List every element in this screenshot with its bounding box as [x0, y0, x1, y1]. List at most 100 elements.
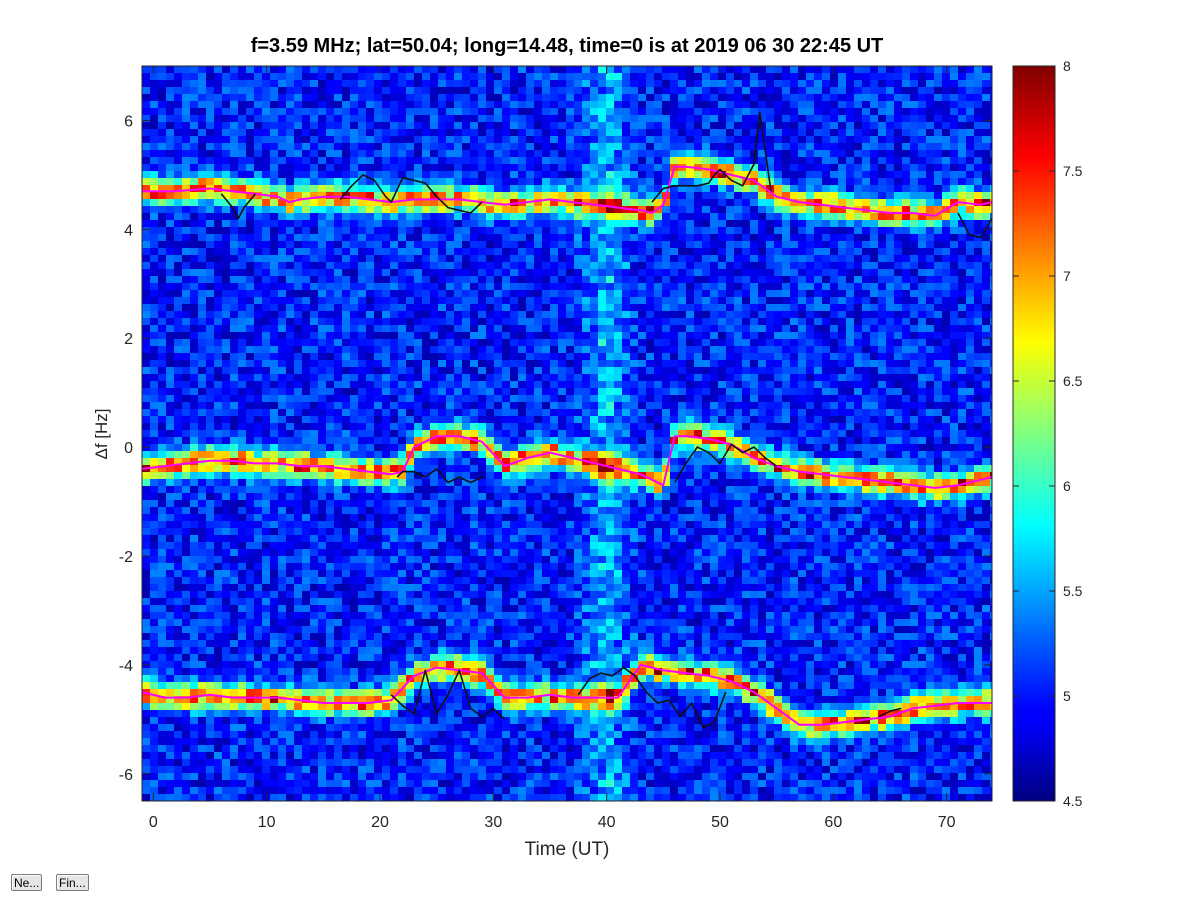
heatmap-cell	[342, 262, 350, 269]
heatmap-cell	[726, 311, 734, 318]
heatmap-cell	[174, 360, 182, 367]
heatmap-cell	[374, 374, 382, 381]
heatmap-cell	[582, 325, 590, 332]
heatmap-cell	[462, 346, 470, 353]
heatmap-cell	[398, 171, 406, 178]
heatmap-cell	[742, 283, 750, 290]
heatmap-cell	[934, 374, 942, 381]
heatmap-cell	[398, 234, 406, 241]
heatmap-cell	[782, 206, 790, 213]
heatmap-cell	[246, 283, 254, 290]
heatmap-cell	[534, 227, 542, 234]
heatmap-cell	[478, 332, 486, 339]
heatmap-cell	[158, 318, 166, 325]
heatmap-cell	[478, 220, 486, 227]
heatmap-cell	[534, 360, 542, 367]
heatmap-cell	[958, 150, 966, 157]
heatmap-cell	[422, 227, 430, 234]
heatmap-cell	[878, 262, 886, 269]
heatmap-cell	[414, 374, 422, 381]
heatmap-cell	[910, 157, 918, 164]
heatmap-cell	[174, 388, 182, 395]
heatmap-cell	[894, 122, 902, 129]
heatmap-cell	[318, 80, 326, 87]
heatmap-cell	[174, 185, 182, 192]
heatmap-cell	[966, 157, 974, 164]
heatmap-cell	[894, 241, 902, 248]
heatmap-cell	[774, 325, 782, 332]
heatmap-cell	[366, 199, 374, 206]
heatmap-cell	[630, 73, 638, 80]
heatmap-cell	[574, 157, 582, 164]
heatmap-cell	[790, 311, 798, 318]
heatmap-cell	[614, 80, 622, 87]
heatmap-cell	[486, 388, 494, 395]
heatmap-cell	[710, 311, 718, 318]
heatmap-cell	[766, 311, 774, 318]
heatmap-cell	[318, 297, 326, 304]
heatmap-cell	[398, 332, 406, 339]
heatmap-cell	[518, 87, 526, 94]
heatmap-cell	[782, 339, 790, 346]
heatmap-cell	[702, 381, 710, 388]
heatmap-cell	[198, 157, 206, 164]
heatmap-cell	[846, 164, 854, 171]
heatmap-cell	[206, 150, 214, 157]
heatmap-cell	[342, 206, 350, 213]
heatmap-cell	[814, 325, 822, 332]
heatmap-cell	[174, 115, 182, 122]
heatmap-cell	[838, 367, 846, 374]
heatmap-cell	[142, 332, 150, 339]
heatmap-cell	[862, 178, 870, 185]
heatmap-cell	[710, 108, 718, 115]
heatmap-cell	[254, 346, 262, 353]
heatmap-cell	[798, 122, 806, 129]
heatmap-cell	[654, 157, 662, 164]
heatmap-cell	[974, 80, 982, 87]
heatmap-cell	[542, 290, 550, 297]
heatmap-cell	[342, 136, 350, 143]
heatmap-cell	[318, 255, 326, 262]
heatmap-cell	[574, 171, 582, 178]
heatmap-cell	[974, 178, 982, 185]
heatmap-cell	[918, 192, 926, 199]
heatmap-cell	[350, 276, 358, 283]
heatmap-cell	[382, 283, 390, 290]
heatmap-cell	[662, 269, 670, 276]
heatmap-cell	[318, 220, 326, 227]
heatmap-cell	[254, 101, 262, 108]
heatmap-cell	[534, 178, 542, 185]
heatmap-cell	[454, 136, 462, 143]
heatmap-cell	[718, 283, 726, 290]
heatmap-cell	[382, 339, 390, 346]
heatmap-cell	[630, 374, 638, 381]
heatmap-cell	[462, 136, 470, 143]
heatmap-cell	[414, 115, 422, 122]
heatmap-cell	[758, 269, 766, 276]
heatmap-cell	[638, 269, 646, 276]
heatmap-cell	[822, 374, 830, 381]
heatmap-cell	[230, 367, 238, 374]
heatmap-cell	[270, 178, 278, 185]
heatmap-cell	[598, 171, 606, 178]
heatmap-cell	[214, 227, 222, 234]
heatmap-cell	[294, 381, 302, 388]
heatmap-cell	[774, 276, 782, 283]
heatmap-cell	[534, 80, 542, 87]
heatmap-cell	[478, 213, 486, 220]
heatmap-cell	[262, 276, 270, 283]
heatmap-cell	[830, 164, 838, 171]
heatmap-cell	[374, 66, 382, 73]
heatmap-cell	[798, 332, 806, 339]
heatmap-cell	[406, 290, 414, 297]
heatmap-cell	[342, 178, 350, 185]
heatmap-cell	[390, 150, 398, 157]
heatmap-cell	[982, 157, 990, 164]
heatmap-cell	[646, 115, 654, 122]
heatmap-cell	[646, 171, 654, 178]
heatmap-cell	[278, 360, 286, 367]
heatmap-cell	[822, 276, 830, 283]
heatmap-cell	[630, 227, 638, 234]
heatmap-cell	[990, 122, 992, 129]
heatmap-cell	[958, 332, 966, 339]
